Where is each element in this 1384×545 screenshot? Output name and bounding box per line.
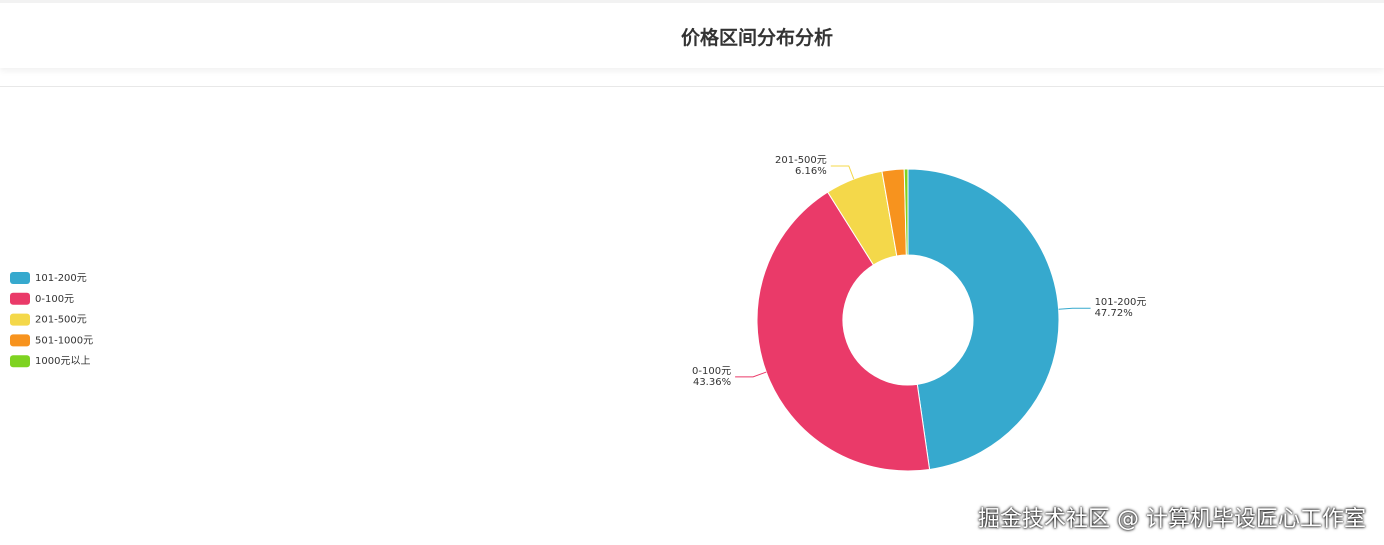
slice-label: 0-100元 [692,366,731,377]
slice-value: 47.72% [1095,308,1133,319]
slice-value: 43.36% [693,377,731,388]
legend-swatch [10,355,30,368]
slice-value: 6.16% [795,166,827,177]
page-title: 价格区间分布分析 [680,27,833,49]
legend-swatch [10,334,30,347]
watermark: 掘金技术社区 @ 计算机毕设匠心工作室 [978,507,1366,532]
slice [756,191,931,472]
slice [907,168,1060,471]
header: 价格区间分布分析 [0,0,1384,68]
slice [903,168,909,256]
slice-label: 201-500元 [775,155,827,166]
leader-line [830,165,855,180]
leader-line [735,371,767,378]
legend-swatch [10,292,30,305]
legend-swatch [10,313,30,326]
legend-label: 201-500元 [35,315,87,326]
divider [0,86,1384,87]
legend-swatch [10,272,30,284]
legend-label: 501-1000元 [35,335,93,346]
legend-label: 1000元以上 [35,355,90,367]
legend-label: 101-200元 [35,273,87,284]
slice-label: 101-200元 [1095,297,1147,308]
legend-label: 0-100元 [35,294,74,305]
leader-line [1058,307,1091,310]
